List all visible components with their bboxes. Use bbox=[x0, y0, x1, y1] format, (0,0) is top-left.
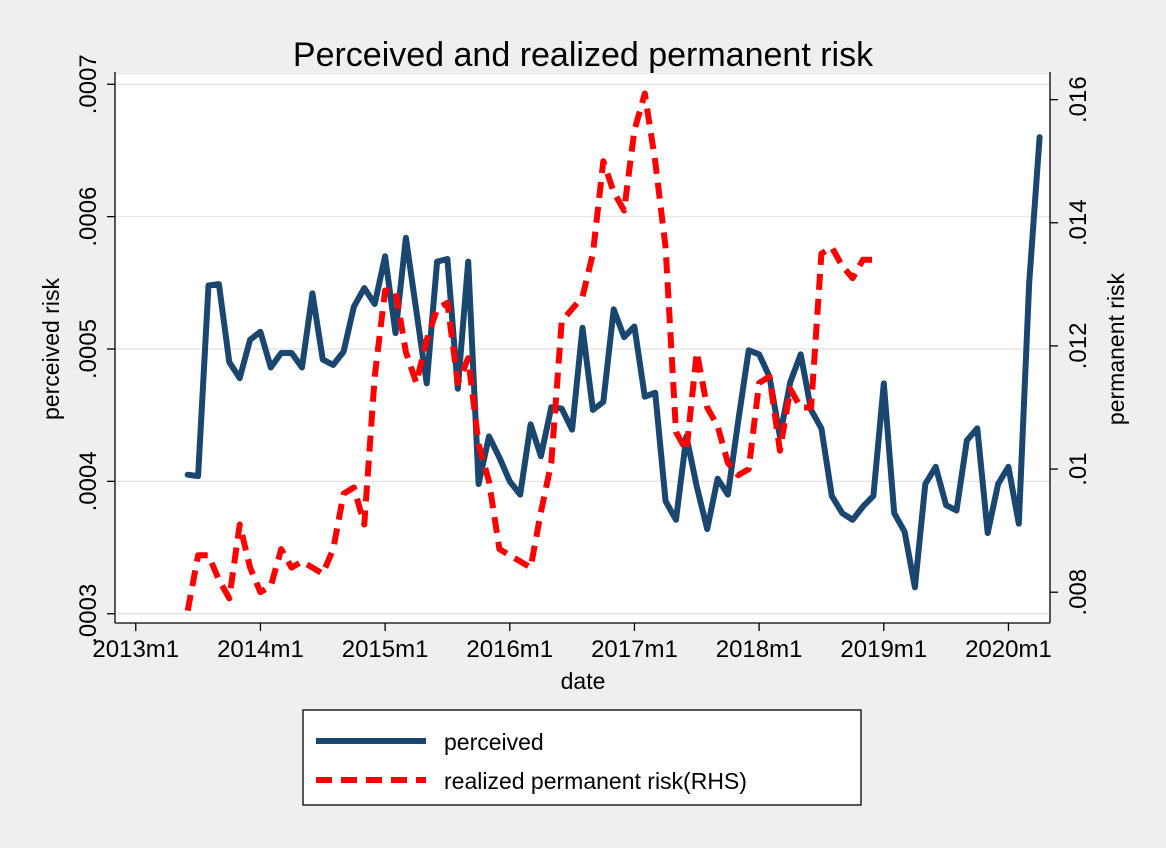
x-tick-label-3: 2016m1 bbox=[466, 636, 553, 663]
x-tick-label-2: 2015m1 bbox=[342, 636, 429, 663]
y-right-tick-label-0: .008 bbox=[1065, 569, 1092, 616]
series-lines bbox=[184, 90, 1043, 612]
x-tick-label-0: 2013m1 bbox=[92, 636, 179, 663]
y-left-tick-label-3: .0006 bbox=[75, 187, 102, 247]
x-tick-label-4: 2017m1 bbox=[591, 636, 678, 663]
x-tick-label-1: 2014m1 bbox=[217, 636, 304, 663]
series-line-realized bbox=[184, 90, 874, 612]
y-left-tick-label-0: .0003 bbox=[75, 584, 102, 644]
y-left-tick-label-1: .0004 bbox=[75, 451, 102, 511]
x-tick-label-6: 2019m1 bbox=[840, 636, 927, 663]
legend-label-perceived: perceived bbox=[444, 729, 544, 755]
tick-labels: .0003 .0004 .0005 .0006 .0007 .008 .01 .012 .014… bbox=[75, 54, 1092, 663]
y-right-tick-label-4: .016 bbox=[1065, 76, 1092, 123]
legend-box bbox=[302, 709, 862, 806]
y-right-tick-label-1: .01 bbox=[1065, 452, 1092, 485]
series-line-perceived bbox=[184, 134, 1043, 591]
x-tick-label-5: 2018m1 bbox=[716, 636, 803, 663]
axes bbox=[107, 72, 1058, 631]
y-right-tick-label-3: .014 bbox=[1065, 199, 1092, 246]
legend-label-realized: realized permanent risk(RHS) bbox=[444, 768, 747, 794]
y-right-tick-label-2: .012 bbox=[1065, 323, 1092, 370]
y-left-tick-label-2: .0005 bbox=[75, 319, 102, 379]
chart-title: Perceived and realized permanent risk bbox=[293, 36, 874, 74]
x-tick-label-7: 2020m1 bbox=[965, 636, 1052, 663]
x-axis-label: date bbox=[561, 668, 606, 694]
y-axis-left-label: perceived risk bbox=[38, 278, 64, 420]
legend: perceived realized permanent risk(RHS) bbox=[302, 709, 862, 806]
y-left-tick-label-4: .0007 bbox=[75, 54, 102, 114]
y-axis-right-label: permanent risk bbox=[1103, 272, 1129, 425]
